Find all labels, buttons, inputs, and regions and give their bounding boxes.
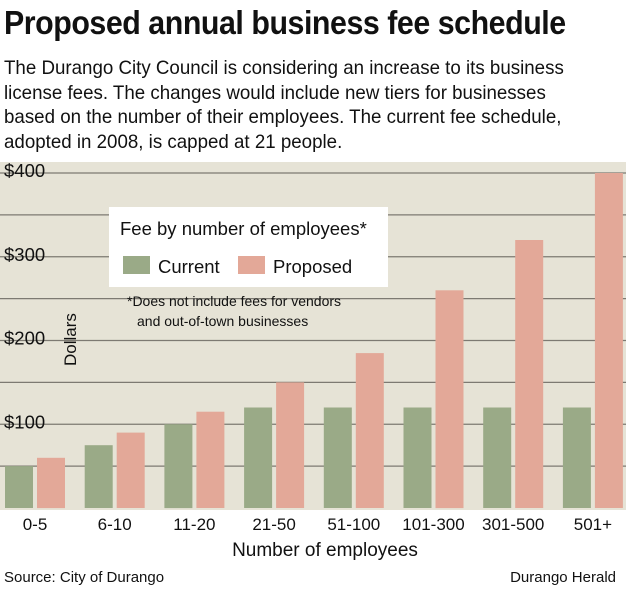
- bar-current-11-20: [164, 424, 193, 509]
- y-axis-label: Dollars: [61, 313, 80, 366]
- bar-proposed-301-500: [515, 240, 544, 508]
- bar-current-101-300: [403, 407, 432, 508]
- legend-label-current: Current: [158, 256, 220, 277]
- bar-proposed-51-100: [355, 353, 384, 508]
- bar-proposed-11-20: [196, 411, 225, 508]
- footnote-line-2: and out-of-town businesses: [137, 313, 308, 329]
- bar-current-21-50: [244, 407, 273, 508]
- bar-current-501+: [562, 407, 591, 508]
- bar-current-6-10: [84, 445, 113, 508]
- bars: [5, 173, 623, 509]
- legend-title: Fee by number of employees*: [120, 218, 367, 239]
- chart-title: Proposed annual business fee schedule: [4, 4, 566, 41]
- x-tick-label: 21-50: [252, 515, 295, 534]
- legend-swatch-proposed: [238, 256, 265, 274]
- y-tick-label: $300: [4, 244, 45, 265]
- legend-swatch-current: [123, 256, 150, 274]
- y-tick-labels: $100 $200 $300 $400: [4, 160, 45, 432]
- x-tick-label: 11-20: [173, 515, 215, 534]
- x-tick-label: 6-10: [98, 515, 132, 534]
- bar-proposed-21-50: [276, 382, 305, 508]
- x-tick-label: 101-300: [402, 515, 464, 534]
- footnote-line-1: *Does not include fees for vendors: [127, 293, 341, 309]
- bar-proposed-6-10: [116, 432, 145, 508]
- x-tick-label: 501+: [574, 515, 612, 534]
- y-tick-label: $100: [4, 411, 45, 432]
- x-tick-labels: 0-5 6-10 11-20 21-50 51-100 101-300 301-500 501…: [23, 515, 612, 534]
- bar-current-301-500: [483, 407, 512, 508]
- source-note: Source: City of Durango: [4, 569, 165, 586]
- bar-current-0-5: [5, 466, 33, 508]
- bar-proposed-0-5: [37, 457, 65, 509]
- x-tick-label: 301-500: [482, 515, 544, 534]
- bar-proposed-501+: [594, 173, 623, 508]
- x-tick-label: 0-5: [23, 515, 48, 534]
- y-tick-label: $400: [4, 160, 45, 181]
- legend-label-proposed: Proposed: [273, 256, 352, 277]
- legend: Fee by number of employees* Current Prop…: [109, 207, 388, 287]
- chart-subtitle: The Durango City Council is considering …: [4, 57, 564, 153]
- y-tick-label: $200: [4, 328, 45, 349]
- bar-current-51-100: [323, 407, 352, 508]
- credit-note: Durango Herald: [510, 569, 616, 586]
- bar-proposed-101-300: [435, 290, 464, 509]
- x-tick-label: 51-100: [327, 515, 380, 534]
- x-axis-label: Number of employees: [232, 540, 418, 561]
